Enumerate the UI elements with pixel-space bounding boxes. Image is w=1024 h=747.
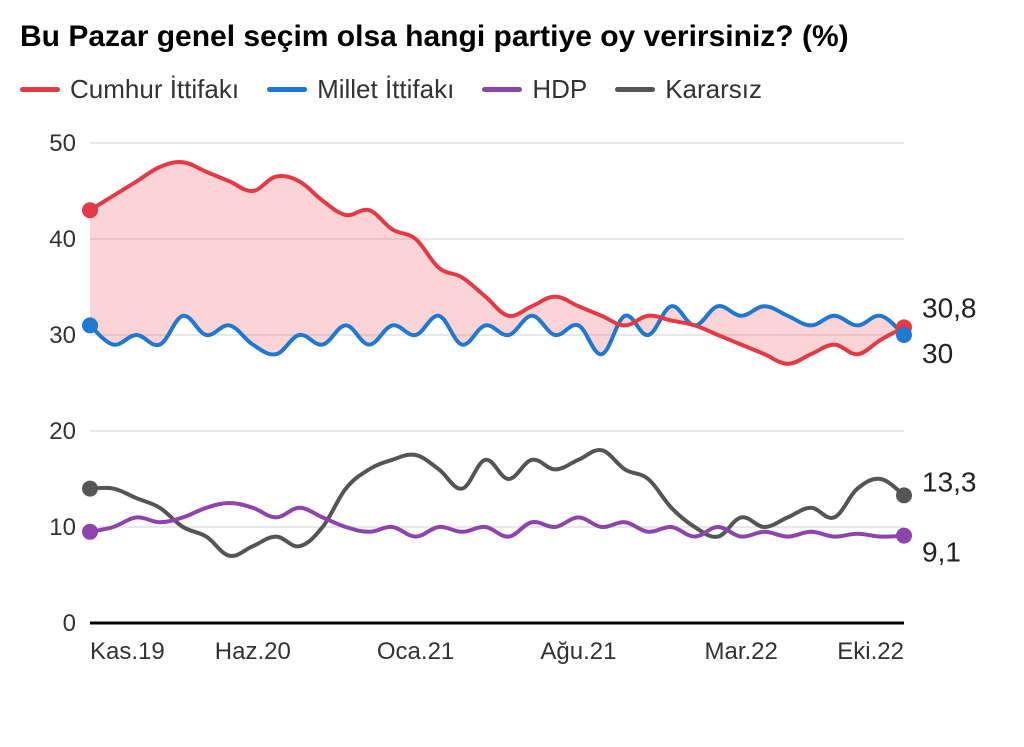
svg-text:Oca.21: Oca.21 — [377, 638, 454, 665]
svg-text:Mar.22: Mar.22 — [705, 638, 778, 665]
svg-text:Haz.20: Haz.20 — [215, 638, 291, 665]
svg-text:50: 50 — [49, 133, 76, 157]
svg-text:Eki.22: Eki.22 — [837, 638, 904, 665]
legend-label-cumhur: Cumhur İttifakı — [70, 74, 239, 105]
legend-item-millet: Millet İttifakı — [267, 74, 454, 105]
legend-item-kararsiz: Kararsız — [615, 74, 762, 105]
svg-text:9,1: 9,1 — [922, 537, 961, 568]
svg-text:0: 0 — [63, 610, 76, 637]
legend: Cumhur İttifakı Millet İttifakı HDP Kara… — [20, 74, 1004, 105]
legend-item-cumhur: Cumhur İttifakı — [20, 74, 239, 105]
svg-text:30: 30 — [49, 322, 76, 349]
svg-text:Kas.19: Kas.19 — [90, 638, 165, 665]
legend-label-kararsiz: Kararsız — [665, 74, 762, 105]
svg-text:13,3: 13,3 — [922, 466, 977, 497]
chart-plot-area: 0 10 20 30 40 50 Kas.19 Haz.20 Oca.21 Ağu.21 Mar.2… — [20, 133, 1004, 683]
legend-swatch-cumhur — [20, 87, 60, 92]
chart-container: Bu Pazar genel seçim olsa hangi partiye … — [0, 0, 1024, 747]
svg-text:10: 10 — [49, 514, 76, 541]
svg-text:20: 20 — [49, 418, 76, 445]
legend-label-hdp: HDP — [532, 74, 587, 105]
svg-text:30,8: 30,8 — [922, 292, 977, 323]
legend-swatch-kararsiz — [615, 87, 655, 92]
legend-swatch-hdp — [482, 87, 522, 92]
legend-swatch-millet — [267, 87, 307, 92]
chart-title: Bu Pazar genel seçim olsa hangi partiye … — [20, 20, 1004, 54]
line-chart-svg: 0 10 20 30 40 50 Kas.19 Haz.20 Oca.21 Ağu.21 Mar.2… — [20, 133, 1004, 683]
svg-text:30: 30 — [922, 338, 953, 369]
svg-text:40: 40 — [49, 226, 76, 253]
legend-item-hdp: HDP — [482, 74, 587, 105]
legend-label-millet: Millet İttifakı — [317, 74, 454, 105]
svg-text:Ağu.21: Ağu.21 — [540, 638, 616, 665]
